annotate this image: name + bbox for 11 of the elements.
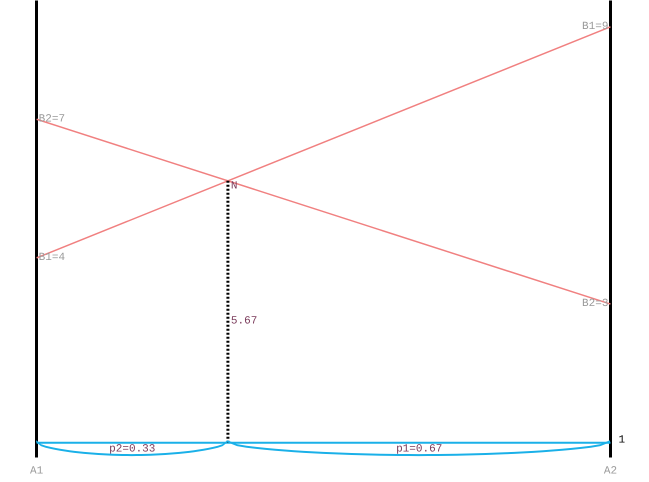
data-label: B1=9 <box>582 20 608 33</box>
data-label: B1=4 <box>38 252 66 264</box>
x-tick-label: A2 <box>604 466 618 478</box>
data-label: B2=3 <box>582 298 608 310</box>
annotation: N <box>230 180 238 193</box>
x-tick-label: A1 <box>30 466 44 478</box>
annotation: p2=0.33 <box>109 444 156 456</box>
data-label: B2=7 <box>38 113 66 126</box>
annotation: p1=0.67 <box>396 444 442 456</box>
annotation: 5.67 <box>230 316 258 328</box>
annotation: 1 <box>618 434 626 447</box>
